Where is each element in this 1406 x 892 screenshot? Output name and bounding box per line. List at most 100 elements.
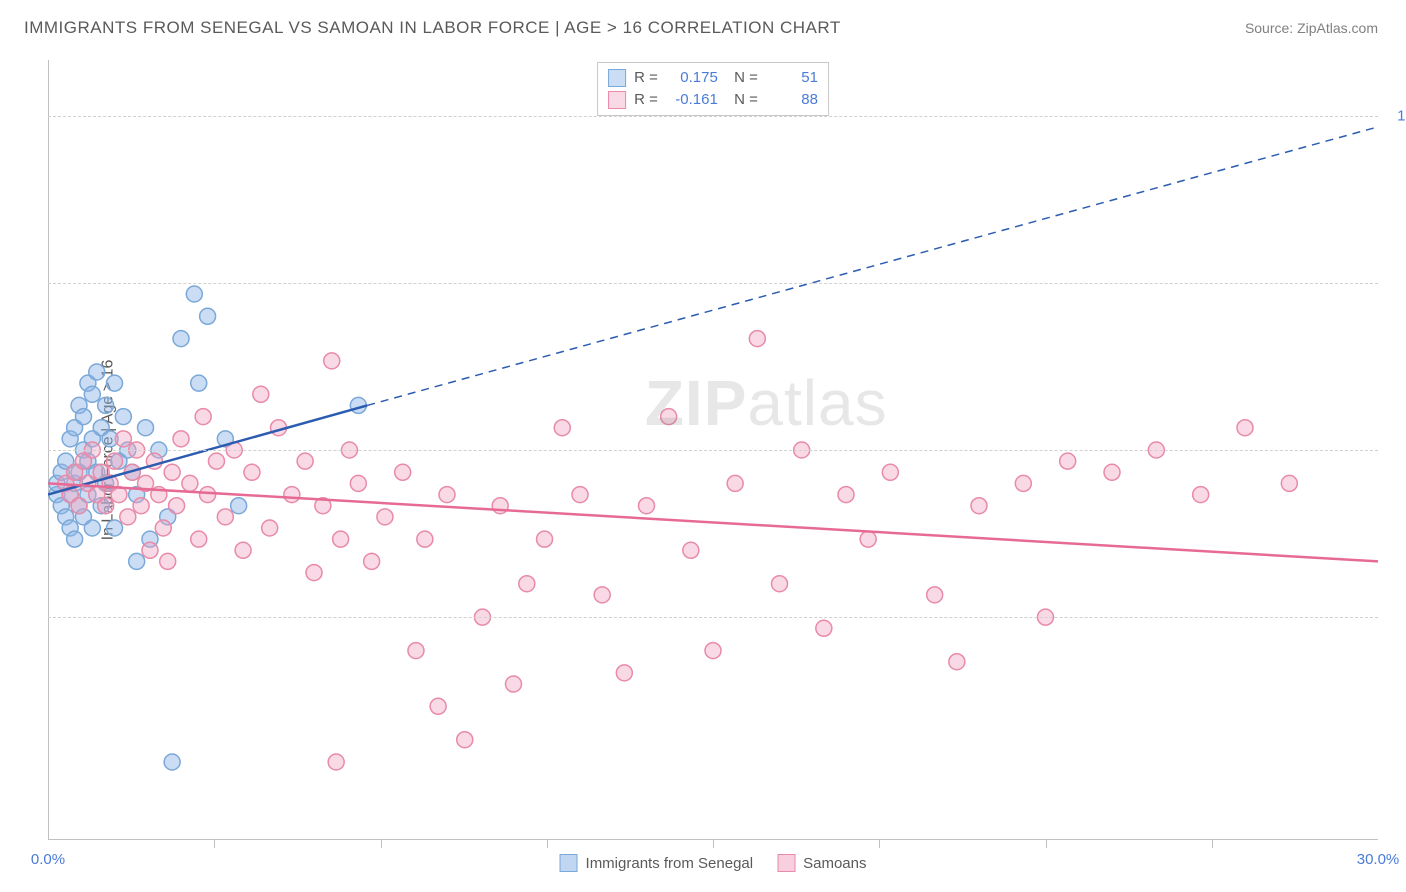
data-point	[244, 464, 260, 480]
data-point	[971, 498, 987, 514]
data-point	[395, 464, 411, 480]
legend-swatch	[560, 854, 578, 872]
x-minor-tick	[381, 840, 382, 848]
data-point	[350, 475, 366, 491]
data-point	[173, 431, 189, 447]
data-point	[639, 498, 655, 514]
data-point	[129, 553, 145, 569]
legend-swatch	[608, 69, 626, 87]
data-point	[519, 576, 535, 592]
grid-line	[48, 283, 1378, 284]
data-point	[927, 587, 943, 603]
data-point	[772, 576, 788, 592]
x-tick-label: 0.0%	[31, 851, 65, 868]
data-point	[195, 409, 211, 425]
legend-series: Immigrants from Senegal Samoans	[560, 854, 867, 872]
data-point	[200, 487, 216, 503]
data-point	[115, 431, 131, 447]
data-point	[67, 531, 83, 547]
legend-r-value: 0.175	[666, 67, 718, 89]
x-minor-tick	[1046, 840, 1047, 848]
legend-label: Immigrants from Senegal	[586, 855, 754, 872]
legend-item: Immigrants from Senegal	[560, 854, 754, 872]
legend-n-value: 51	[766, 67, 818, 89]
data-point	[683, 542, 699, 558]
data-point	[164, 464, 180, 480]
data-point	[217, 509, 233, 525]
legend-swatch	[777, 854, 795, 872]
data-point	[1060, 453, 1076, 469]
data-point	[572, 487, 588, 503]
data-point	[71, 498, 87, 514]
legend-stat-row: R = 0.175 N = 51	[608, 67, 818, 89]
data-point	[616, 665, 632, 681]
data-point	[262, 520, 278, 536]
legend-r-value: -0.161	[666, 89, 718, 111]
x-minor-tick	[214, 840, 215, 848]
data-point	[98, 397, 114, 413]
data-point	[537, 531, 553, 547]
data-point	[231, 498, 247, 514]
grid-line	[48, 617, 1378, 618]
data-point	[506, 676, 522, 692]
data-point	[816, 620, 832, 636]
data-point	[133, 498, 149, 514]
data-point	[417, 531, 433, 547]
data-point	[120, 509, 136, 525]
data-point	[186, 286, 202, 302]
data-point	[191, 375, 207, 391]
data-point	[749, 331, 765, 347]
data-point	[727, 475, 743, 491]
data-point	[377, 509, 393, 525]
data-point	[364, 553, 380, 569]
legend-r-label: R =	[634, 67, 658, 89]
data-point	[328, 754, 344, 770]
data-point	[89, 364, 105, 380]
data-point	[439, 487, 455, 503]
data-point	[1281, 475, 1297, 491]
data-point	[1237, 420, 1253, 436]
data-point	[107, 375, 123, 391]
data-point	[333, 531, 349, 547]
legend-label: Samoans	[803, 855, 866, 872]
data-point	[554, 420, 570, 436]
data-point	[253, 386, 269, 402]
data-point	[430, 698, 446, 714]
data-point	[200, 308, 216, 324]
data-point	[324, 353, 340, 369]
data-point	[169, 498, 185, 514]
data-point	[155, 520, 171, 536]
data-point	[457, 732, 473, 748]
data-point	[882, 464, 898, 480]
data-point	[115, 409, 131, 425]
grid-line	[48, 450, 1378, 451]
y-tick-label: 100.0%	[1397, 107, 1406, 124]
data-point	[661, 409, 677, 425]
data-point	[98, 498, 114, 514]
data-point	[284, 487, 300, 503]
data-point	[142, 542, 158, 558]
x-minor-tick	[1212, 840, 1213, 848]
data-point	[235, 542, 251, 558]
legend-stat-row: R = -0.161 N = 88	[608, 89, 818, 111]
x-minor-tick	[547, 840, 548, 848]
source-attribution: Source: ZipAtlas.com	[1245, 20, 1378, 36]
scatter-chart: In Labor Force | Age > 16 ZIPatlas R = 0…	[48, 60, 1378, 840]
data-point	[138, 420, 154, 436]
data-point	[182, 475, 198, 491]
x-tick-label: 30.0%	[1357, 851, 1400, 868]
data-point	[84, 386, 100, 402]
data-point	[594, 587, 610, 603]
legend-item: Samoans	[777, 854, 866, 872]
legend-swatch	[608, 91, 626, 109]
data-point	[949, 654, 965, 670]
data-point	[1104, 464, 1120, 480]
data-point	[860, 531, 876, 547]
data-point	[84, 520, 100, 536]
data-point	[838, 487, 854, 503]
data-point	[107, 520, 123, 536]
legend-n-value: 88	[766, 89, 818, 111]
data-point	[408, 643, 424, 659]
data-point	[1015, 475, 1031, 491]
x-minor-tick	[713, 840, 714, 848]
